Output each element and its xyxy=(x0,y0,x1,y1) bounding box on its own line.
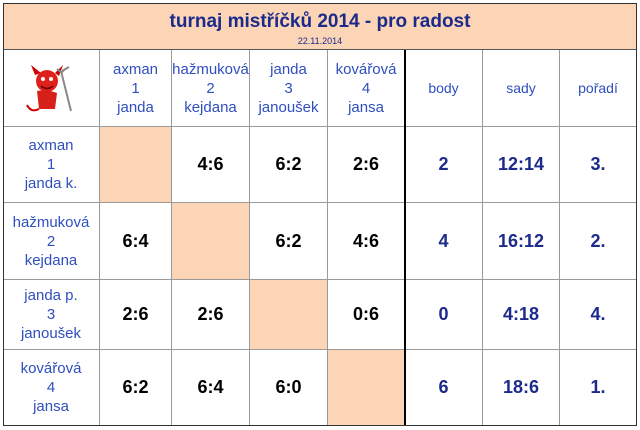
row-number: 1 xyxy=(46,156,56,173)
score-cell: 0:6 xyxy=(328,280,405,350)
score: 6:4 xyxy=(122,230,149,251)
score-cell: 6:2 xyxy=(250,127,328,203)
column-header: janda 3 janoušek xyxy=(250,50,328,127)
date: 22.11.2014 xyxy=(297,36,343,46)
poradi: 3. xyxy=(590,154,606,174)
logo-cell xyxy=(3,50,100,127)
poradi-cell: 2. xyxy=(560,203,637,280)
summary-header: sady xyxy=(483,50,560,127)
score: 6:2 xyxy=(275,154,302,174)
divider xyxy=(404,50,406,426)
row-header: kovářová 4 jansa xyxy=(3,350,100,426)
score: 0:6 xyxy=(352,304,379,324)
score-cell: 2:6 xyxy=(100,280,172,350)
column-name: janda xyxy=(270,60,307,78)
score: 2:6 xyxy=(122,304,149,324)
sady: 4:18 xyxy=(502,304,540,324)
score: 6:2 xyxy=(122,377,149,397)
score-cell: 6:2 xyxy=(100,350,172,426)
score-cell: 6:0 xyxy=(250,350,328,426)
sady-cell: 16:12 xyxy=(483,203,560,280)
score-cell: 2:6 xyxy=(172,280,250,350)
sady: 12:14 xyxy=(497,154,545,174)
devil-logo xyxy=(26,64,72,111)
summary-header-text: sady xyxy=(506,80,536,96)
row-partner: janda k. xyxy=(24,175,78,192)
column-header: hažmuková 2 kejdana xyxy=(172,50,250,127)
row-header: janda p. 3 janoušek xyxy=(3,280,100,350)
row-header: hažmuková 2 kejdana xyxy=(3,203,100,280)
column-partner: kejdana xyxy=(184,98,237,116)
column-partner: janda xyxy=(117,98,154,116)
score-cell: 6:2 xyxy=(250,203,328,280)
row-name: axman xyxy=(28,137,74,154)
row-header: axman 1 janda k. xyxy=(3,127,100,203)
column-partner: janoušek xyxy=(258,98,319,116)
poradi-cell: 4. xyxy=(560,280,637,350)
column-header: kovářová 4 jansa xyxy=(328,50,405,127)
body-cell: 2 xyxy=(405,127,483,203)
row-name: hažmuková xyxy=(12,213,90,231)
column-number: 1 xyxy=(131,79,140,97)
score-cell: 4:6 xyxy=(172,127,250,203)
column-number: 4 xyxy=(361,79,371,97)
body-cell: 6 xyxy=(405,350,483,426)
title: turnaj mistříčků 2014 - pro radost xyxy=(169,11,471,32)
poradi: 2. xyxy=(590,230,606,251)
row-number: 3 xyxy=(46,306,56,323)
column-number: 3 xyxy=(284,79,293,97)
body: 0 xyxy=(438,304,449,324)
sady: 18:6 xyxy=(502,377,540,397)
column-name: axman xyxy=(112,60,159,78)
empty-cell xyxy=(100,127,172,203)
body: 2 xyxy=(438,154,449,174)
score-cell: 2:6 xyxy=(328,127,405,203)
score: 4:6 xyxy=(197,154,224,174)
row-partner: jansa xyxy=(33,398,69,415)
score: 2:6 xyxy=(197,304,224,324)
summary-header: pořadí xyxy=(560,50,637,127)
score-cell: 6:4 xyxy=(100,203,172,280)
poradi-cell: 1. xyxy=(560,350,637,426)
column-header: axman 1 janda xyxy=(100,50,172,127)
sady-cell: 12:14 xyxy=(483,127,560,203)
summary-header: body xyxy=(405,50,483,127)
column-name: hažmuková xyxy=(172,60,249,78)
row-name: kovářová xyxy=(20,360,82,377)
body-cell: 4 xyxy=(405,203,483,280)
column-number: 2 xyxy=(206,79,215,97)
summary-header-text: pořadí xyxy=(578,80,618,96)
poradi: 4. xyxy=(590,304,606,324)
score-cell: 4:6 xyxy=(328,203,405,280)
score: 4:6 xyxy=(352,230,379,251)
summary-header-text: body xyxy=(428,80,459,96)
score: 6:2 xyxy=(275,230,302,251)
body-cell: 0 xyxy=(405,280,483,350)
score-cell: 6:4 xyxy=(172,350,250,426)
score: 6:0 xyxy=(275,377,302,397)
row-partner: janoušek xyxy=(20,325,82,342)
score: 2:6 xyxy=(352,154,379,174)
score: 6:4 xyxy=(197,377,224,397)
title-band: turnaj mistříčků 2014 - pro radost 22.11… xyxy=(3,3,637,50)
column-name: kovářová xyxy=(335,60,397,78)
sady-cell: 4:18 xyxy=(483,280,560,350)
poradi-cell: 3. xyxy=(560,127,637,203)
empty-cell xyxy=(328,350,405,426)
row-partner: kejdana xyxy=(24,251,78,269)
empty-cell xyxy=(250,280,328,350)
sady-cell: 18:6 xyxy=(483,350,560,426)
sady: 16:12 xyxy=(497,230,545,251)
row-number: 2 xyxy=(46,232,56,250)
poradi: 1. xyxy=(590,377,606,397)
row-number: 4 xyxy=(46,379,56,396)
row-name: janda p. xyxy=(24,287,78,304)
body: 4 xyxy=(438,230,449,251)
column-partner: jansa xyxy=(348,98,384,116)
empty-cell xyxy=(172,203,250,280)
body: 6 xyxy=(438,377,449,397)
